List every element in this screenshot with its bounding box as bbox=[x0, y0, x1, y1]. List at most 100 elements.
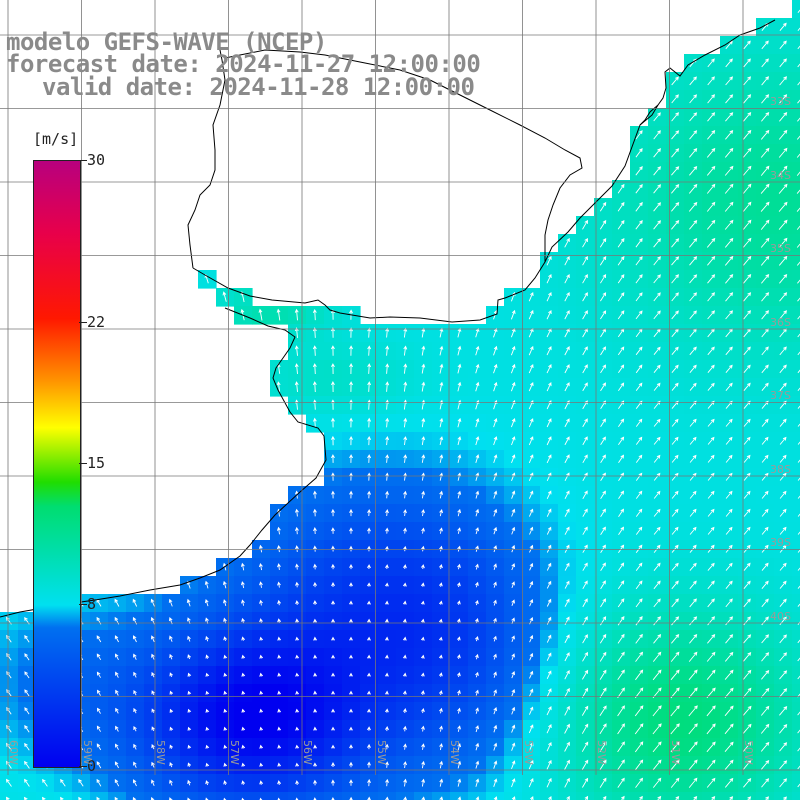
wind-arrow bbox=[223, 797, 227, 800]
wind-arrow bbox=[438, 672, 443, 677]
wind-cell bbox=[792, 792, 800, 800]
wind-arrow bbox=[653, 364, 661, 373]
wind-arrow bbox=[205, 635, 209, 642]
wind-arrow bbox=[528, 345, 534, 356]
wind-arrow bbox=[797, 531, 800, 535]
wind-arrow bbox=[671, 633, 680, 644]
wind-arrow bbox=[582, 490, 588, 500]
wind-arrow bbox=[528, 382, 534, 392]
wind-arrow bbox=[743, 616, 751, 626]
wind-arrow bbox=[599, 777, 607, 788]
wind-arrow bbox=[475, 563, 479, 570]
wind-arrow bbox=[564, 562, 570, 571]
wind-arrow bbox=[367, 636, 371, 641]
wind-arrow bbox=[582, 238, 588, 248]
wind-arrow bbox=[582, 472, 588, 482]
wind-arrow bbox=[313, 636, 317, 641]
wind-arrow bbox=[420, 636, 425, 641]
wind-arrow bbox=[797, 693, 800, 698]
wind-arrow bbox=[670, 759, 680, 771]
wind-arrow bbox=[277, 708, 282, 713]
wind-arrow bbox=[475, 760, 480, 769]
wind-arrow bbox=[724, 201, 734, 212]
wind-arrow bbox=[797, 81, 800, 86]
wind-arrow bbox=[151, 761, 155, 768]
wind-arrow bbox=[779, 616, 787, 626]
wind-cell bbox=[342, 792, 361, 800]
wind-arrow bbox=[169, 744, 174, 749]
wind-arrow bbox=[168, 598, 173, 607]
wind-arrow bbox=[546, 273, 552, 284]
wind-arrow bbox=[671, 238, 680, 248]
wind-arrow bbox=[420, 564, 425, 570]
wind-arrow bbox=[528, 291, 534, 302]
wind-arrow bbox=[367, 490, 372, 499]
wind-arrow bbox=[493, 381, 498, 392]
wind-arrow bbox=[421, 381, 426, 392]
wind-arrow bbox=[223, 654, 228, 659]
wind-arrow bbox=[493, 472, 498, 481]
wind-arrow bbox=[707, 292, 716, 302]
wind-arrow bbox=[761, 598, 769, 608]
wind-arrow bbox=[295, 563, 299, 570]
wind-arrow bbox=[725, 490, 733, 499]
wind-arrow bbox=[6, 634, 12, 643]
wind-arrow bbox=[457, 490, 462, 499]
wind-arrow bbox=[421, 509, 425, 517]
wind-arrow bbox=[133, 743, 137, 750]
wind-cell bbox=[162, 792, 181, 800]
wind-arrow bbox=[707, 490, 715, 499]
wind-arrow bbox=[761, 274, 770, 284]
wind-arrow bbox=[779, 111, 788, 122]
wind-arrow bbox=[60, 778, 66, 787]
wind-cell bbox=[792, 126, 800, 145]
wind-arrow bbox=[706, 705, 716, 717]
wind-arrow bbox=[457, 563, 461, 570]
wind-arrow bbox=[600, 292, 607, 302]
wind-arrow bbox=[779, 723, 788, 734]
wind-arrow bbox=[493, 545, 498, 553]
wind-arrow bbox=[528, 418, 534, 428]
wind-arrow bbox=[760, 723, 770, 734]
wind-arrow bbox=[24, 689, 30, 697]
wind-arrow bbox=[747, 796, 752, 800]
wind-arrow bbox=[600, 472, 606, 481]
wind-arrow bbox=[635, 274, 643, 284]
wind-arrow bbox=[707, 364, 715, 373]
wind-arrow bbox=[493, 526, 498, 535]
wind-arrow bbox=[493, 418, 498, 428]
wind-arrow bbox=[635, 166, 643, 176]
wind-arrow bbox=[761, 58, 769, 68]
wind-arrow bbox=[331, 708, 335, 713]
wind-arrow bbox=[618, 472, 625, 481]
wind-arrow bbox=[133, 653, 137, 660]
wind-cell bbox=[252, 792, 271, 800]
wind-arrow bbox=[564, 741, 570, 752]
wind-arrow bbox=[564, 255, 570, 266]
wind-arrow bbox=[312, 345, 317, 356]
wind-arrow bbox=[439, 508, 444, 517]
wind-arrow bbox=[205, 744, 210, 749]
wind-arrow bbox=[564, 273, 570, 284]
wind-arrow bbox=[367, 363, 372, 374]
wind-arrow bbox=[475, 545, 479, 552]
wind-arrow bbox=[367, 435, 372, 446]
wind-arrow bbox=[403, 527, 407, 534]
wind-arrow bbox=[349, 672, 353, 677]
wind-arrow bbox=[797, 315, 800, 320]
wind-arrow bbox=[114, 598, 120, 607]
wind-arrow bbox=[97, 689, 101, 696]
wind-arrow bbox=[707, 544, 715, 553]
wind-arrow bbox=[797, 549, 800, 553]
wind-arrow bbox=[743, 651, 752, 662]
wind-arrow bbox=[493, 724, 498, 733]
wind-arrow bbox=[421, 545, 425, 552]
wind-arrow bbox=[5, 778, 12, 787]
wind-arrow bbox=[295, 780, 299, 786]
wind-arrow bbox=[528, 309, 534, 320]
wind-arrow bbox=[761, 292, 770, 302]
wind-arrow bbox=[797, 117, 800, 122]
wind-arrow bbox=[743, 490, 751, 499]
longitude-label: 55W bbox=[374, 740, 388, 765]
